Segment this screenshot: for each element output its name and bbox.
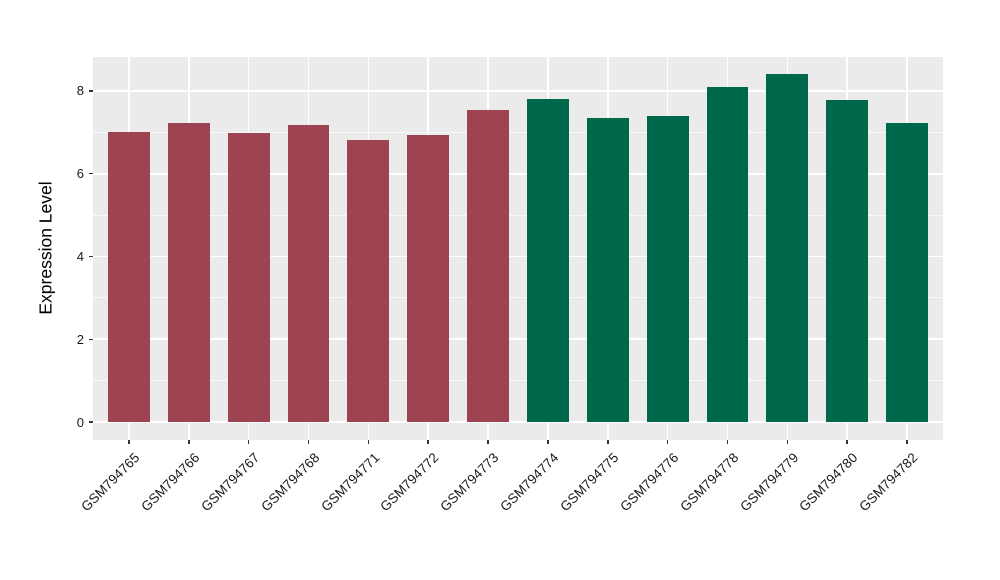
bar — [886, 122, 929, 423]
x-tick-mark — [247, 439, 250, 444]
y-tick-mark — [89, 421, 93, 423]
bar — [407, 135, 450, 423]
x-tick-label-text: GSM794779 — [736, 449, 801, 514]
x-tick-label-text: GSM794776 — [617, 449, 682, 514]
x-tick-mark — [128, 439, 130, 444]
bar — [766, 73, 809, 423]
x-tick-mark — [547, 439, 549, 444]
bar — [347, 140, 390, 423]
gridline-major-h — [93, 255, 943, 258]
x-tick-label-text: GSM794773 — [437, 449, 502, 514]
x-tick-mark — [726, 439, 729, 444]
bar — [826, 100, 869, 423]
y-axis-title: Expression Level — [35, 181, 56, 315]
y-tick-mark — [89, 338, 93, 341]
gridline-minor-h — [93, 131, 943, 133]
x-tick-mark — [786, 439, 789, 444]
bar — [467, 109, 509, 423]
gridline-major-h — [93, 421, 943, 423]
y-tick-label: 0 — [76, 414, 84, 430]
bar — [586, 118, 629, 423]
gridline-minor-h — [93, 214, 943, 216]
y-tick-mark — [89, 255, 93, 258]
bar — [167, 122, 210, 423]
bar — [107, 132, 150, 423]
x-tick-label-text: GSM794767 — [198, 449, 263, 514]
bar — [706, 86, 749, 423]
gridline-minor-h — [93, 380, 943, 382]
x-tick-label-text: GSM794774 — [497, 449, 562, 514]
gridline-major-h — [93, 338, 943, 341]
bar — [287, 125, 330, 423]
bar — [526, 99, 569, 423]
x-tick-label-text: GSM794782 — [856, 449, 921, 514]
x-tick-mark — [906, 439, 908, 444]
x-tick-label-text: GSM794771 — [317, 449, 382, 514]
y-tick-label: 6 — [76, 166, 84, 182]
x-tick-label-text: GSM794775 — [557, 449, 622, 514]
x-tick-mark — [846, 439, 848, 444]
x-tick-mark — [367, 439, 370, 444]
y-tick-mark — [89, 172, 93, 175]
gridline-major-h — [93, 172, 943, 175]
x-tick-mark — [188, 439, 190, 444]
y-tick-label: 2 — [76, 331, 84, 347]
x-tick-label-text: GSM794772 — [377, 449, 442, 514]
x-tick-label-text: GSM794778 — [676, 449, 742, 514]
x-tick-mark — [307, 439, 310, 444]
x-tick-label-text: GSM794766 — [138, 449, 203, 514]
y-tick-label: 4 — [76, 249, 84, 265]
x-tick-mark — [666, 439, 669, 444]
y-tick-mark — [89, 90, 93, 92]
gridline-major-h — [93, 90, 943, 92]
x-tick-label-text: GSM794765 — [78, 449, 143, 514]
bar — [227, 132, 270, 423]
x-tick-mark — [427, 439, 429, 444]
bar — [646, 116, 689, 423]
gridline-minor-h — [93, 297, 943, 299]
y-tick-label: 8 — [76, 83, 84, 99]
x-tick-label-text: GSM794768 — [257, 449, 323, 514]
x-tick-mark — [487, 439, 489, 444]
x-tick-label-text: GSM794780 — [796, 449, 861, 514]
x-tick-mark — [607, 439, 609, 444]
plot-panel — [93, 57, 943, 440]
